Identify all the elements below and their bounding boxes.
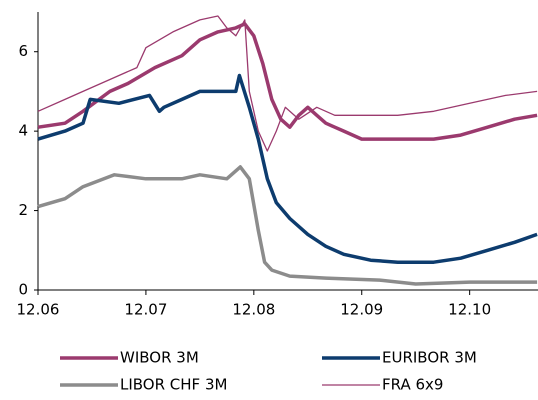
series-line: [37, 73, 538, 264]
legend-label: EURIBOR 3M: [382, 349, 477, 367]
legend-label: WIBOR 3M: [120, 349, 199, 367]
legend-label: FRA 6x9: [382, 376, 443, 394]
y-tick-label: 2: [18, 201, 28, 219]
legend-label: LIBOR CHF 3M: [120, 376, 227, 394]
x-tick-label: 12.10: [448, 301, 491, 319]
y-tick-label: 6: [18, 42, 28, 60]
y-tick-label: 4: [18, 122, 28, 140]
x-tick-label: 12.09: [340, 301, 383, 319]
series-line: [37, 15, 538, 152]
series-line: [37, 165, 538, 286]
series-line: [37, 22, 538, 141]
x-tick-label: 12.06: [17, 301, 60, 319]
x-tick-label: 12.07: [124, 301, 167, 319]
x-tick-label: 12.08: [232, 301, 275, 319]
y-tick-label: 0: [18, 281, 28, 299]
